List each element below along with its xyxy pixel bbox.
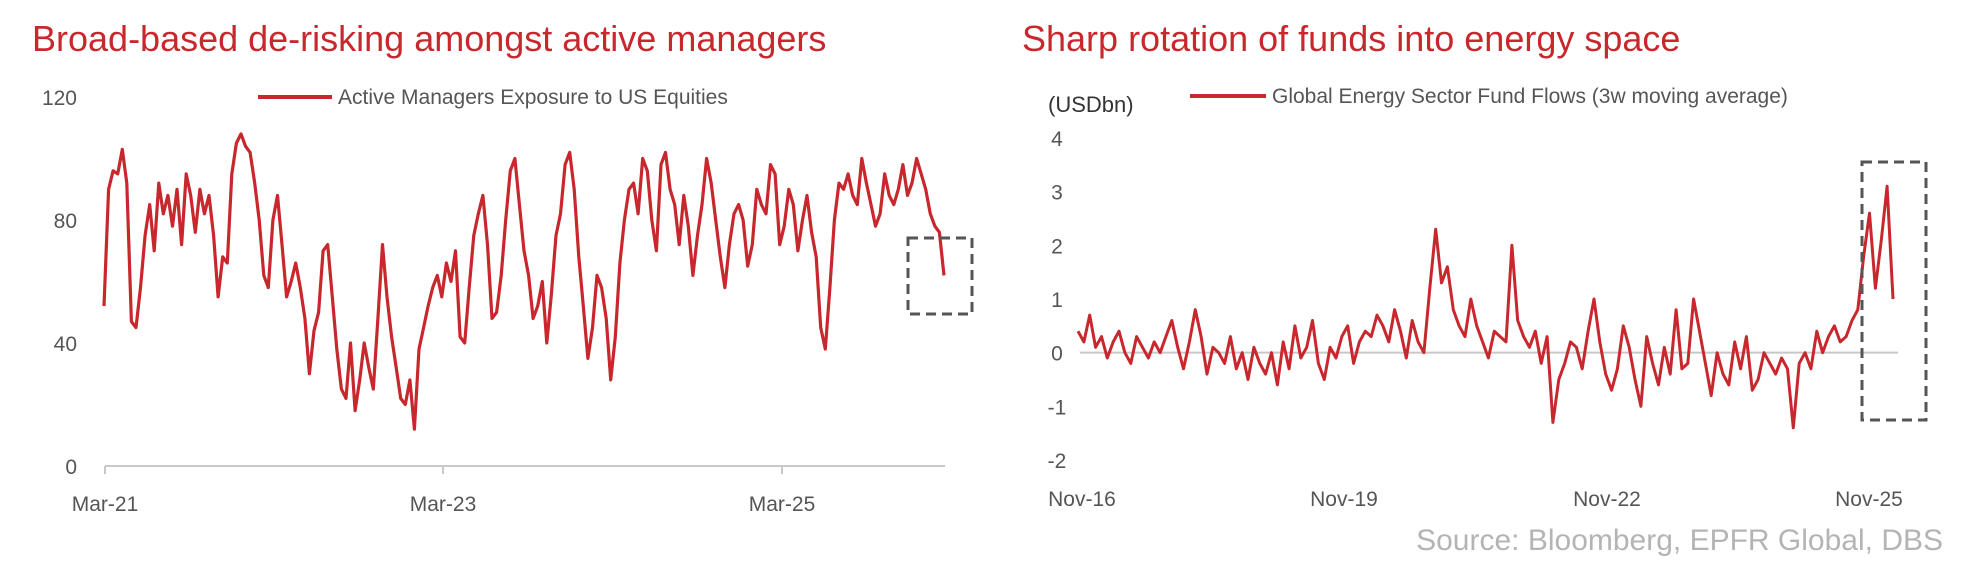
left-highlight-box xyxy=(906,236,974,316)
left-x-tick-label: Mar-21 xyxy=(72,493,139,516)
right-highlight-box xyxy=(1860,160,1928,422)
right-y-tick-label: 3 xyxy=(1051,182,1063,205)
right-y-tick-label: -2 xyxy=(1048,450,1067,473)
right-unit-label: (USDbn) xyxy=(1048,92,1134,117)
right-y-tick-label: 4 xyxy=(1051,128,1063,151)
source-note: Source: Bloomberg, EPFR Global, DBS xyxy=(1416,524,1943,557)
right-chart-lines xyxy=(1076,184,1895,430)
left-chart-axes: 120 80 40 0 Mar-21 Mar-23 Mar-25 xyxy=(42,87,945,516)
left-y-tick-label: 80 xyxy=(54,210,77,233)
right-x-tick-label: Nov-25 xyxy=(1835,488,1903,511)
right-chart-axes: 4 3 2 1 0 -1 -2 Nov-16 Nov-19 Nov-22 Nov-25 xyxy=(1048,128,1903,511)
right-chart-legend: Global Energy Sector Fund Flows (3w movi… xyxy=(1190,85,1788,108)
left-chart-lines xyxy=(102,132,946,431)
right-x-tick-label: Nov-19 xyxy=(1310,488,1378,511)
right-y-tick-label: 0 xyxy=(1051,343,1063,366)
right-series-line xyxy=(1076,184,1895,430)
left-series-line xyxy=(102,132,946,431)
left-y-tick-label: 120 xyxy=(42,87,77,110)
right-y-tick-label: -1 xyxy=(1048,396,1067,419)
right-y-tick-label: 2 xyxy=(1051,235,1063,258)
left-chart: 120 80 40 0 Mar-21 Mar-23 Mar-25 Active Manage… xyxy=(42,86,974,516)
left-y-tick-label: 0 xyxy=(65,456,77,479)
right-legend-label: Global Energy Sector Fund Flows (3w movi… xyxy=(1272,85,1788,108)
left-x-tick-label: Mar-25 xyxy=(749,493,816,516)
left-x-tick-label: Mar-23 xyxy=(410,493,477,516)
left-chart-title: Broad-based de-risking amongst active ma… xyxy=(32,18,827,59)
right-chart-title: Sharp rotation of funds into energy spac… xyxy=(1022,18,1681,59)
left-chart-legend: Active Managers Exposure to US Equities xyxy=(258,86,728,109)
left-y-tick-label: 40 xyxy=(54,333,77,356)
right-x-tick-label: Nov-16 xyxy=(1048,488,1116,511)
right-x-tick-label: Nov-22 xyxy=(1573,488,1641,511)
right-y-tick-label: 1 xyxy=(1051,289,1063,312)
left-legend-label: Active Managers Exposure to US Equities xyxy=(338,86,728,109)
